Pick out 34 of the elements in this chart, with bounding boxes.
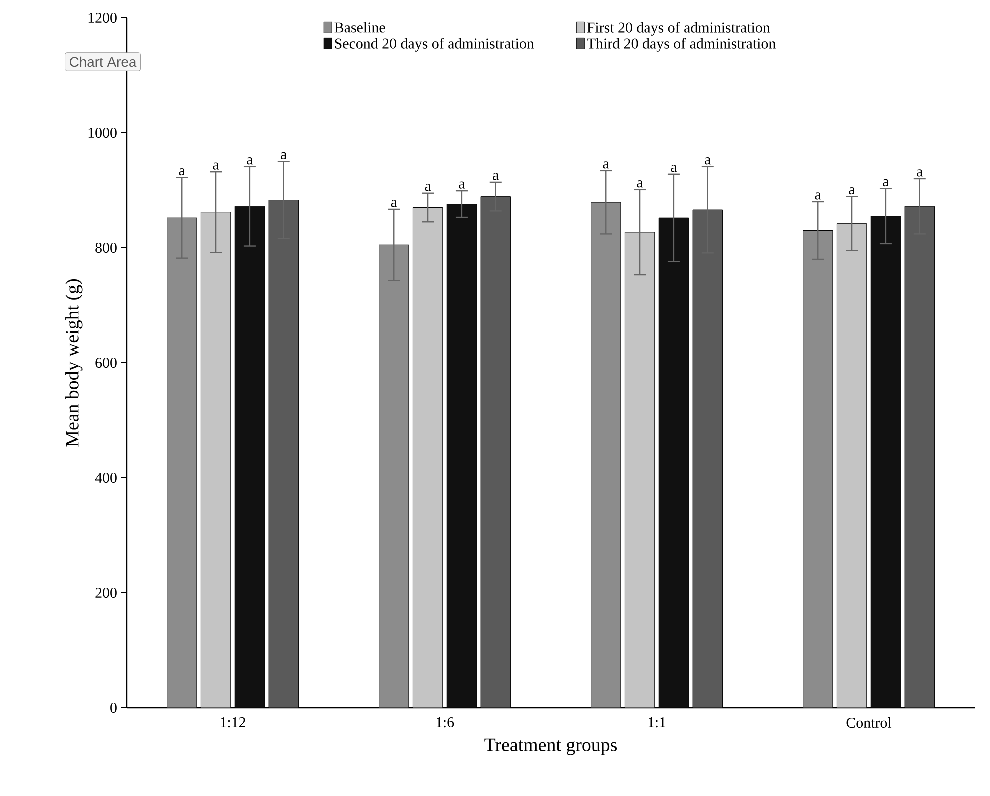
x-axis-title: Treatment groups [484, 738, 618, 756]
annotation: a [281, 152, 287, 160]
annotation: a [815, 192, 822, 200]
annotation: a [849, 187, 856, 195]
x-tick-label: Control [846, 718, 892, 728]
annotation: a [883, 179, 890, 187]
annotation: a [425, 184, 432, 192]
annotation: a [247, 158, 254, 165]
y-tick-label: 1200 [88, 12, 117, 24]
y-tick-label: 0 [110, 702, 117, 714]
y-tick-label: 600 [96, 358, 117, 368]
annotation: a [493, 173, 499, 180]
annotation: a [179, 168, 186, 176]
y-axis-title: Mean body weight (g) [66, 279, 83, 447]
y-tick-label: 800 [96, 242, 117, 254]
x-tick-label: 1:1 [648, 718, 666, 728]
annotation: Chart Area [70, 56, 137, 68]
annotation: a [671, 165, 678, 172]
annotation: a [705, 158, 711, 165]
legend-label: First 20 days of administration [587, 22, 770, 36]
annotation: a [603, 162, 610, 169]
y-tick-label: 400 [95, 472, 117, 484]
legend-label: Second 20 days of administration [335, 38, 534, 52]
annotation: a [459, 182, 466, 189]
legend-label: Baseline [334, 22, 386, 33]
annotation: a [391, 200, 398, 208]
annotation: a [917, 170, 923, 177]
x-tick-label: 1:6 [436, 718, 454, 728]
annotation: a [637, 180, 644, 188]
x-tick-label: 1:12 [221, 718, 246, 728]
legend-label: Third 20 days of administration [587, 38, 776, 52]
y-tick-label: 1000 [88, 128, 117, 138]
annotation: a [213, 162, 220, 170]
y-tick-label: 200 [96, 588, 117, 598]
